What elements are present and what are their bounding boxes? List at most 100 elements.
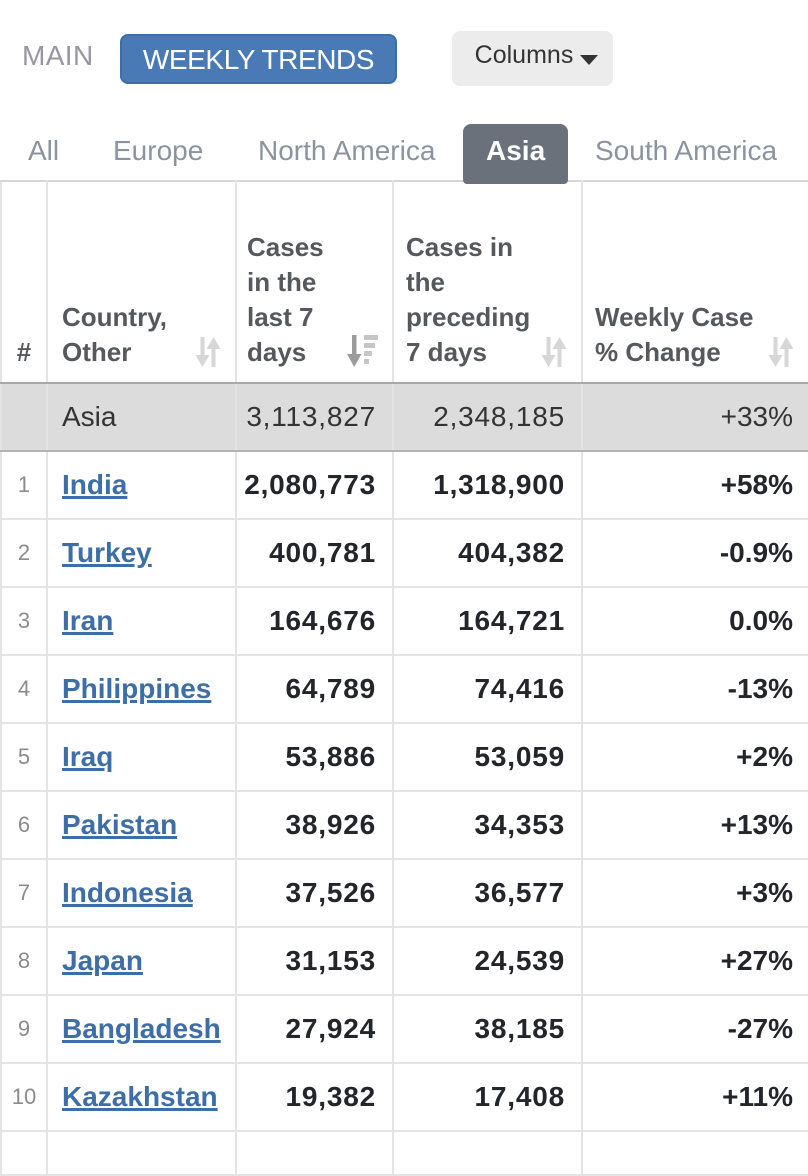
header-country[interactable]: Country, Other [46, 180, 237, 384]
partial-cell [46, 1130, 237, 1176]
caret-down-icon [580, 55, 599, 65]
row-cases-last-7-days: 19,382 [235, 1062, 394, 1132]
row-cases-preceding-7-days: 36,577 [392, 858, 583, 928]
weekly-trends-button[interactable]: WEEKLY TRENDS [120, 34, 397, 84]
row-cases-preceding-7-days: 24,539 [392, 926, 583, 996]
row-country-cell: Indonesia [46, 858, 237, 928]
row-cases-preceding-7-days: 17,408 [392, 1062, 583, 1132]
country-link[interactable]: India [62, 469, 128, 500]
row-cases-last-7-days: 37,526 [235, 858, 394, 928]
country-link[interactable]: Turkey [62, 537, 152, 568]
country-link[interactable]: Indonesia [62, 877, 193, 908]
tab-south-america[interactable]: South America [595, 135, 778, 166]
partial-cell [581, 1130, 808, 1176]
table-row: 10 Kazakhstan 19,382 17,408 +11% [0, 1062, 808, 1132]
row-cases-last-7-days: 400,781 [235, 518, 394, 588]
row-cases-preceding-7-days: 164,721 [392, 586, 583, 656]
row-cases-last-7-days: 31,153 [235, 926, 394, 996]
row-weekly-change: +3% [581, 858, 808, 928]
header-weekly-case-change[interactable]: Weekly Case % Change [581, 180, 808, 384]
row-country-cell: Japan [46, 926, 237, 996]
tab-north-america[interactable]: North America [258, 135, 436, 166]
region-tabs: All Europe North America Asia South America [0, 124, 808, 184]
row-weekly-change: -13% [581, 654, 808, 724]
partial-cell [235, 1130, 394, 1176]
table-row-partial [0, 1130, 808, 1176]
table-body: Asia 3,113,827 2,348,185 +33% 1 India 2,08… [0, 382, 808, 1176]
table-row: 2 Turkey 400,781 404,382 -0.9% [0, 518, 808, 588]
row-rank: 9 [0, 994, 48, 1064]
total-cases-last-7-days: 3,113,827 [235, 382, 394, 452]
row-weekly-change: 0.0% [581, 586, 808, 656]
tab-all[interactable]: All [28, 135, 60, 166]
sort-descending-icon[interactable] [346, 334, 378, 368]
country-link[interactable]: Kazakhstan [62, 1081, 218, 1112]
row-weekly-change: +11% [581, 1062, 808, 1132]
row-cases-last-7-days: 38,926 [235, 790, 394, 860]
row-cases-last-7-days: 64,789 [235, 654, 394, 724]
sort-both-icon[interactable] [541, 336, 567, 368]
row-weekly-change: +2% [581, 722, 808, 792]
partial-cell [0, 1130, 48, 1176]
row-country-cell: Bangladesh [46, 994, 237, 1064]
main-link[interactable]: MAIN [22, 40, 94, 71]
row-country-cell: India [46, 450, 237, 520]
row-rank: 4 [0, 654, 48, 724]
columns-dropdown-button[interactable]: Columns [452, 31, 613, 86]
row-rank: 1 [0, 450, 48, 520]
table-row: 1 India 2,080,773 1,318,900 +58% [0, 450, 808, 520]
header-rank: # [0, 180, 48, 384]
toolbar: MAIN WEEKLY TRENDS Columns [0, 0, 808, 124]
sort-both-icon[interactable] [768, 336, 794, 368]
country-link[interactable]: Bangladesh [62, 1013, 221, 1044]
country-link[interactable]: Pakistan [62, 809, 178, 840]
row-cases-preceding-7-days: 404,382 [392, 518, 583, 588]
row-rank: 6 [0, 790, 48, 860]
country-link[interactable]: Iran [62, 605, 114, 636]
tab-asia[interactable]: Asia [463, 124, 569, 184]
row-weekly-change: +27% [581, 926, 808, 996]
columns-dropdown-label: Columns [474, 41, 574, 69]
row-weekly-change: +58% [581, 450, 808, 520]
total-weekly-change: +33% [581, 382, 808, 452]
table-row: 6 Pakistan 38,926 34,353 +13% [0, 790, 808, 860]
partial-cell [392, 1130, 583, 1176]
total-rank-cell [0, 382, 48, 452]
table-row: 4 Philippines 64,789 74,416 -13% [0, 654, 808, 724]
row-country-cell: Iran [46, 586, 237, 656]
row-country-cell: Turkey [46, 518, 237, 588]
row-rank: 5 [0, 722, 48, 792]
tab-europe[interactable]: Europe [113, 135, 204, 166]
header-country-label: Country, Other [62, 302, 167, 367]
header-cases-preceding-7-days[interactable]: Cases in the preceding 7 days [392, 180, 583, 384]
row-rank: 2 [0, 518, 48, 588]
row-cases-last-7-days: 164,676 [235, 586, 394, 656]
header-weekly-case-change-label: Weekly Case % Change [595, 302, 754, 367]
country-link[interactable]: Japan [62, 945, 143, 976]
country-link[interactable]: Iraq [62, 741, 114, 772]
row-weekly-change: -0.9% [581, 518, 808, 588]
weekly-trends-table: # Country, Other Cases in the last 7 day… [0, 180, 808, 1176]
row-rank: 3 [0, 586, 48, 656]
row-cases-preceding-7-days: 34,353 [392, 790, 583, 860]
sort-both-icon[interactable] [195, 336, 221, 368]
row-cases-last-7-days: 53,886 [235, 722, 394, 792]
row-country-cell: Philippines [46, 654, 237, 724]
header-cases-last-7-days[interactable]: Cases in the last 7 days [235, 180, 394, 384]
row-cases-preceding-7-days: 53,059 [392, 722, 583, 792]
table-row: 8 Japan 31,153 24,539 +27% [0, 926, 808, 996]
row-cases-last-7-days: 27,924 [235, 994, 394, 1064]
country-link[interactable]: Philippines [62, 673, 212, 704]
row-weekly-change: +13% [581, 790, 808, 860]
row-rank: 8 [0, 926, 48, 996]
row-country-cell: Kazakhstan [46, 1062, 237, 1132]
row-rank: 10 [0, 1062, 48, 1132]
row-country-cell: Pakistan [46, 790, 237, 860]
row-weekly-change: -27% [581, 994, 808, 1064]
table-row: 9 Bangladesh 27,924 38,185 -27% [0, 994, 808, 1064]
table-row: 3 Iran 164,676 164,721 0.0% [0, 586, 808, 656]
table-row: 7 Indonesia 37,526 36,577 +3% [0, 858, 808, 928]
row-cases-preceding-7-days: 1,318,900 [392, 450, 583, 520]
row-rank: 7 [0, 858, 48, 928]
row-country-cell: Iraq [46, 722, 237, 792]
